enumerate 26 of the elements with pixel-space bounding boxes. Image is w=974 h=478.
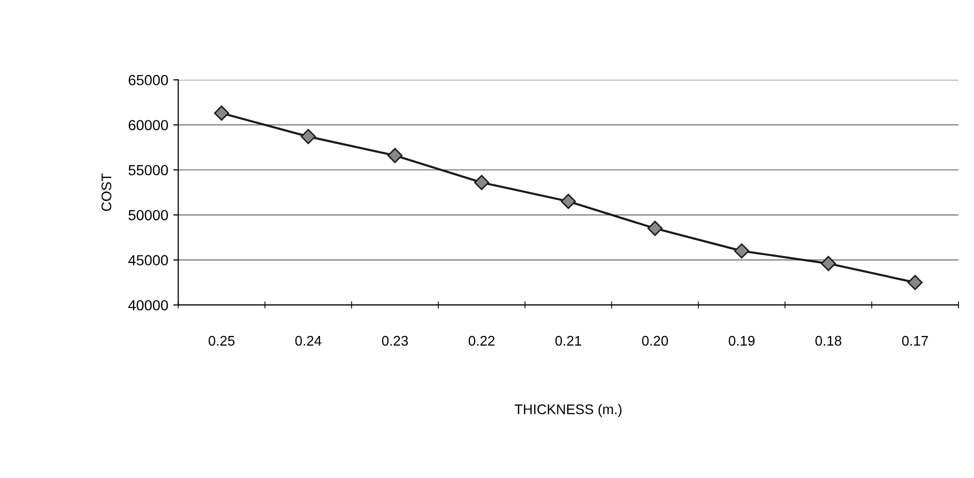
x-tick-label: 0.21: [555, 336, 582, 346]
point: [647, 220, 663, 236]
y-tick-label: 40000: [128, 300, 168, 310]
y-tick-label: 45000: [128, 255, 168, 266]
x-tick-label: 0.22: [468, 336, 494, 346]
y-tick-label: 65000: [128, 74, 168, 86]
y-tick-label: 55000: [128, 164, 168, 176]
y-axis-title: COST: [102, 173, 112, 211]
point: [214, 106, 230, 121]
point: [820, 256, 836, 272]
point: [908, 274, 923, 290]
x-tick-label: 0.19: [728, 336, 755, 346]
x-tick-label: 0.18: [815, 336, 842, 346]
x-tick-label: 0.24: [295, 336, 322, 346]
x-tick-label: 0.20: [642, 336, 668, 346]
x-tick-label: 0.25: [208, 336, 235, 346]
x-tick-label: 0.23: [382, 336, 408, 346]
point: [560, 194, 576, 209]
x-tick-label: 0.17: [902, 336, 928, 346]
point: [474, 174, 490, 190]
x-axis-title: THICKNESS (m.): [514, 404, 622, 417]
point: [387, 148, 403, 164]
point: [734, 243, 750, 258]
y-tick-label: 60000: [128, 120, 168, 130]
point: [300, 128, 316, 144]
y-tick-label: 50000: [128, 210, 168, 220]
